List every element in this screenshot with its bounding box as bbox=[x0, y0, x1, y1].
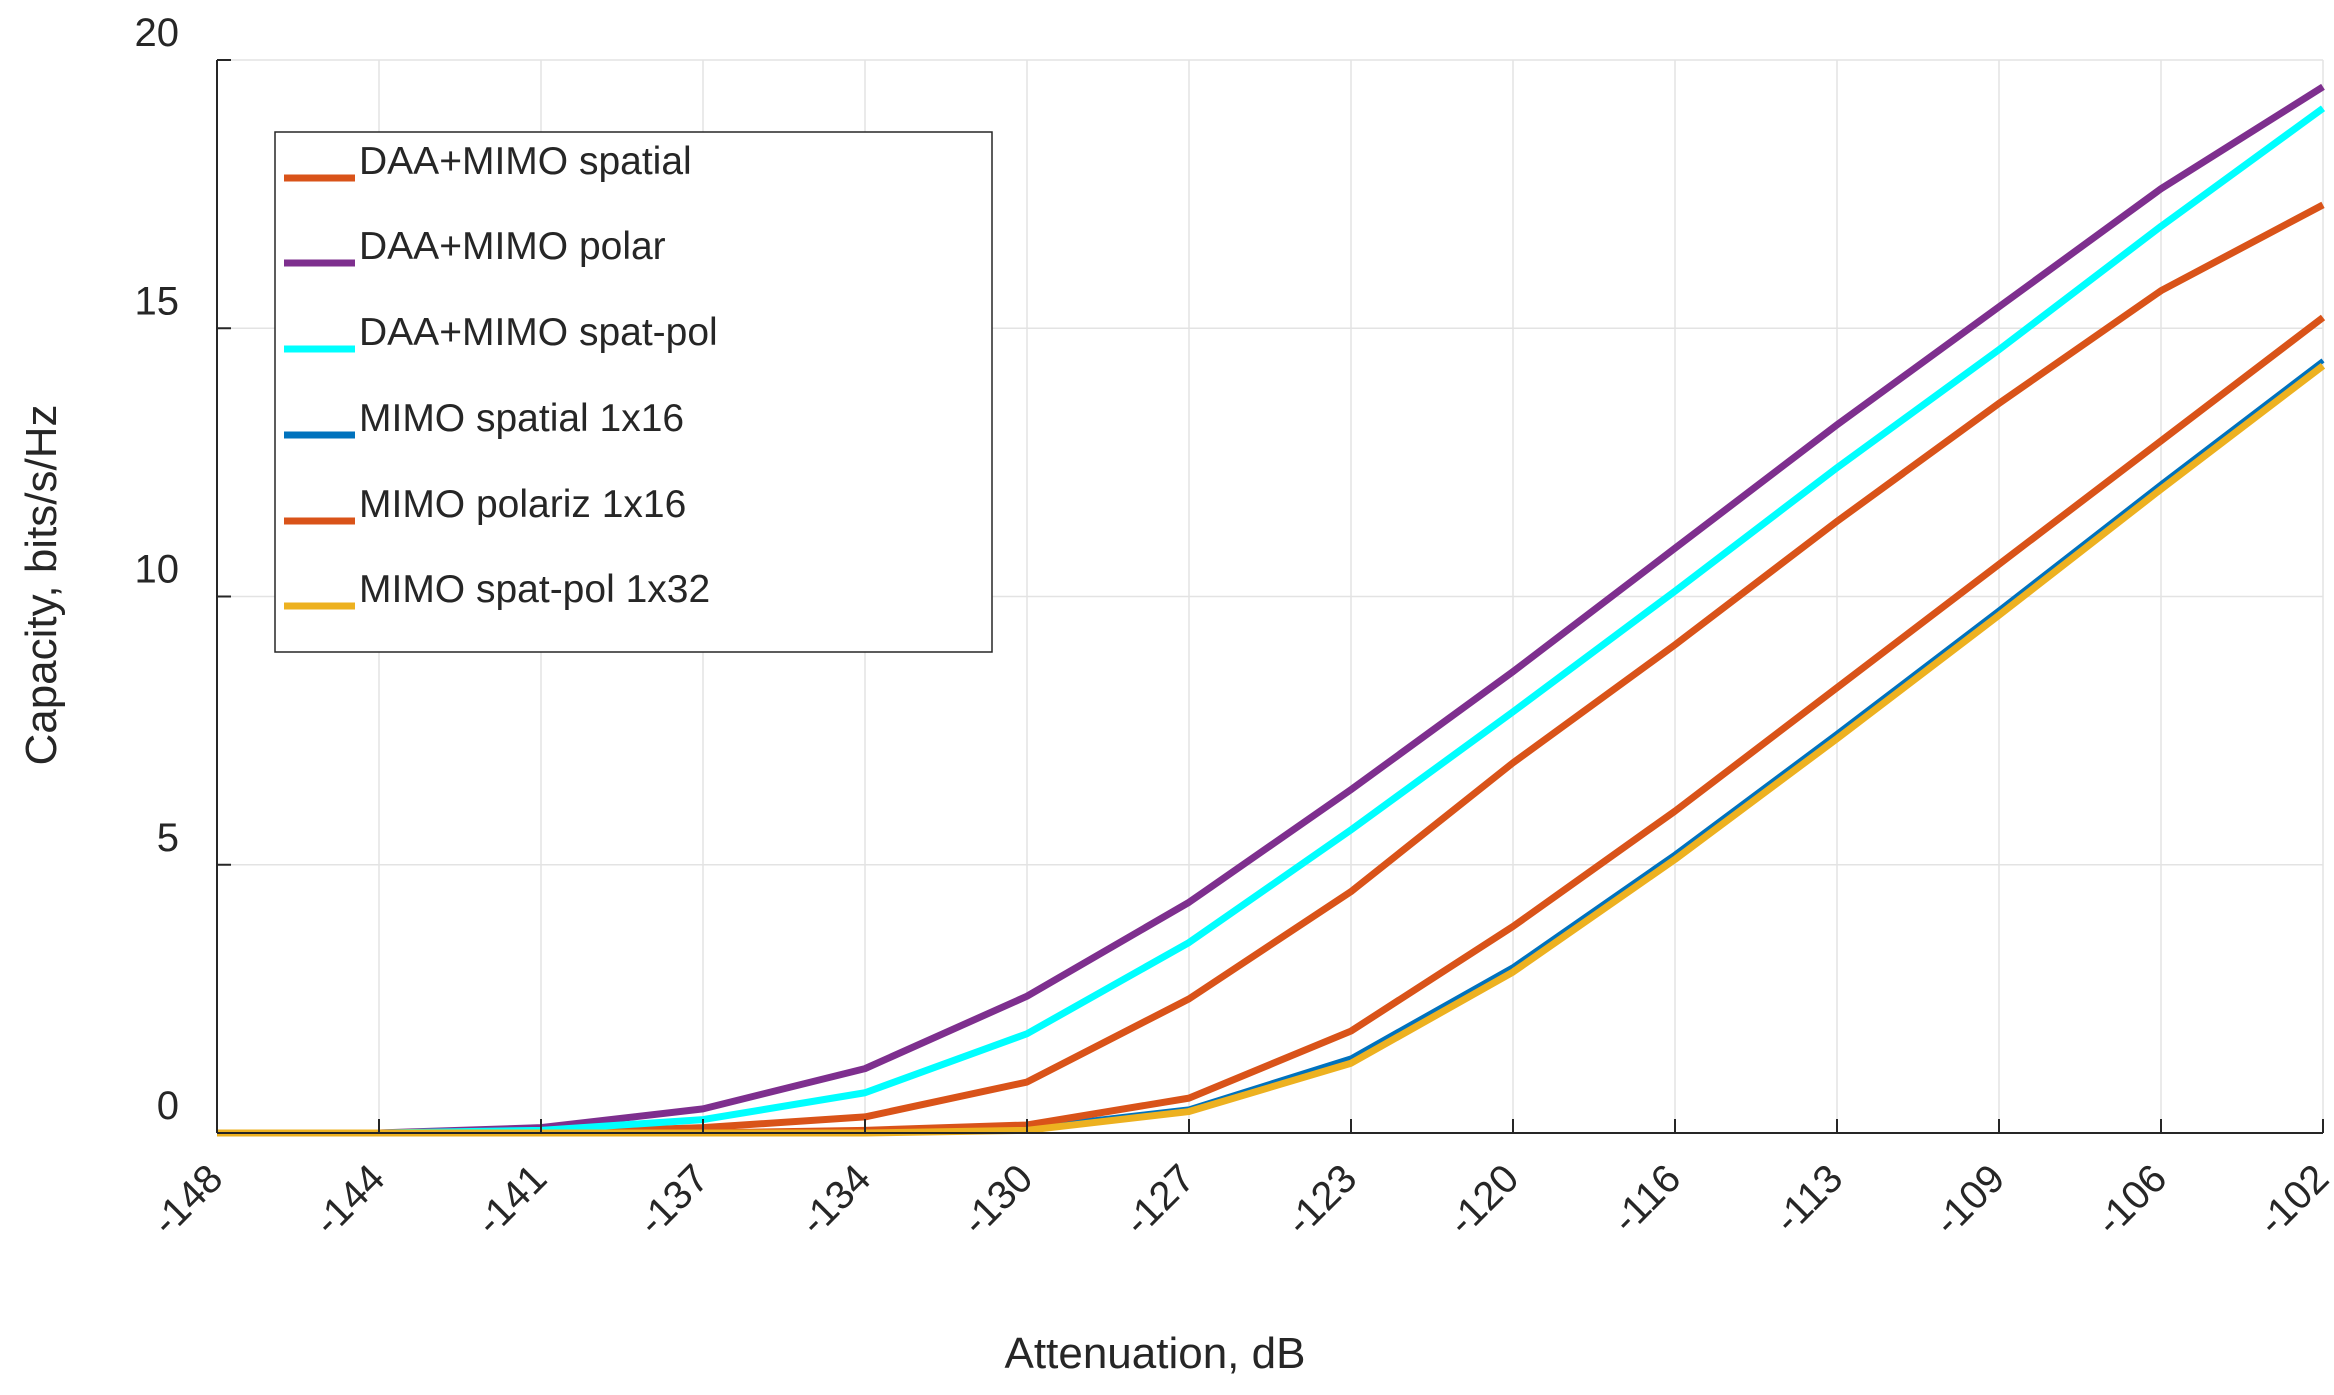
y-tick-label: 5 bbox=[157, 816, 179, 860]
x-tick-label: -123 bbox=[1278, 1156, 1366, 1244]
legend-entry-label: MIMO spatial 1x16 bbox=[359, 397, 684, 440]
series-line-daa-mimo-spat-pol bbox=[217, 105, 2326, 1137]
x-tick-label: -134 bbox=[792, 1156, 880, 1244]
legend: DAA+MIMO spatial DAA+MIMO polar DAA+MIMO s… bbox=[274, 131, 993, 653]
legend-entry-label: MIMO polariz 1x16 bbox=[359, 483, 686, 526]
x-tick-label: -130 bbox=[954, 1156, 1042, 1244]
legend-entry-label: DAA+MIMO polar bbox=[359, 225, 666, 268]
legend-entry-label: DAA+MIMO spatial bbox=[359, 140, 692, 183]
y-tick-label: 20 bbox=[135, 11, 180, 55]
x-tick-label: -113 bbox=[1766, 1156, 1852, 1242]
series-line-daa-mimo-polar bbox=[217, 83, 2325, 1137]
x-tick-label: -144 bbox=[306, 1156, 394, 1244]
x-tick-label: -137 bbox=[630, 1156, 718, 1244]
x-tick-label: -127 bbox=[1116, 1156, 1204, 1244]
x-tick-label: -120 bbox=[1440, 1156, 1528, 1244]
y-tick-label: 10 bbox=[135, 548, 180, 592]
legend-box bbox=[274, 131, 993, 653]
x-tick-label: -109 bbox=[1926, 1156, 2014, 1244]
x-tick-label: -106 bbox=[2088, 1156, 2176, 1244]
y-tick-label: 0 bbox=[157, 1084, 179, 1128]
grid bbox=[216, 59, 2324, 1134]
legend-entry-label: MIMO spat-pol 1x32 bbox=[359, 568, 710, 611]
x-tick-label: -148 bbox=[144, 1156, 232, 1244]
legend-entry-label: DAA+MIMO spat-pol bbox=[359, 311, 718, 354]
x-tick-label: -102 bbox=[2250, 1156, 2334, 1244]
x-axis-label: Attenuation, dB bbox=[1005, 1329, 1306, 1378]
x-tick-label: -141 bbox=[468, 1156, 556, 1244]
y-tick-label: 15 bbox=[135, 279, 180, 323]
x-tick-label: -116 bbox=[1604, 1156, 1690, 1242]
y-axis-label: Capacity, bits/s/Hz bbox=[17, 404, 66, 765]
